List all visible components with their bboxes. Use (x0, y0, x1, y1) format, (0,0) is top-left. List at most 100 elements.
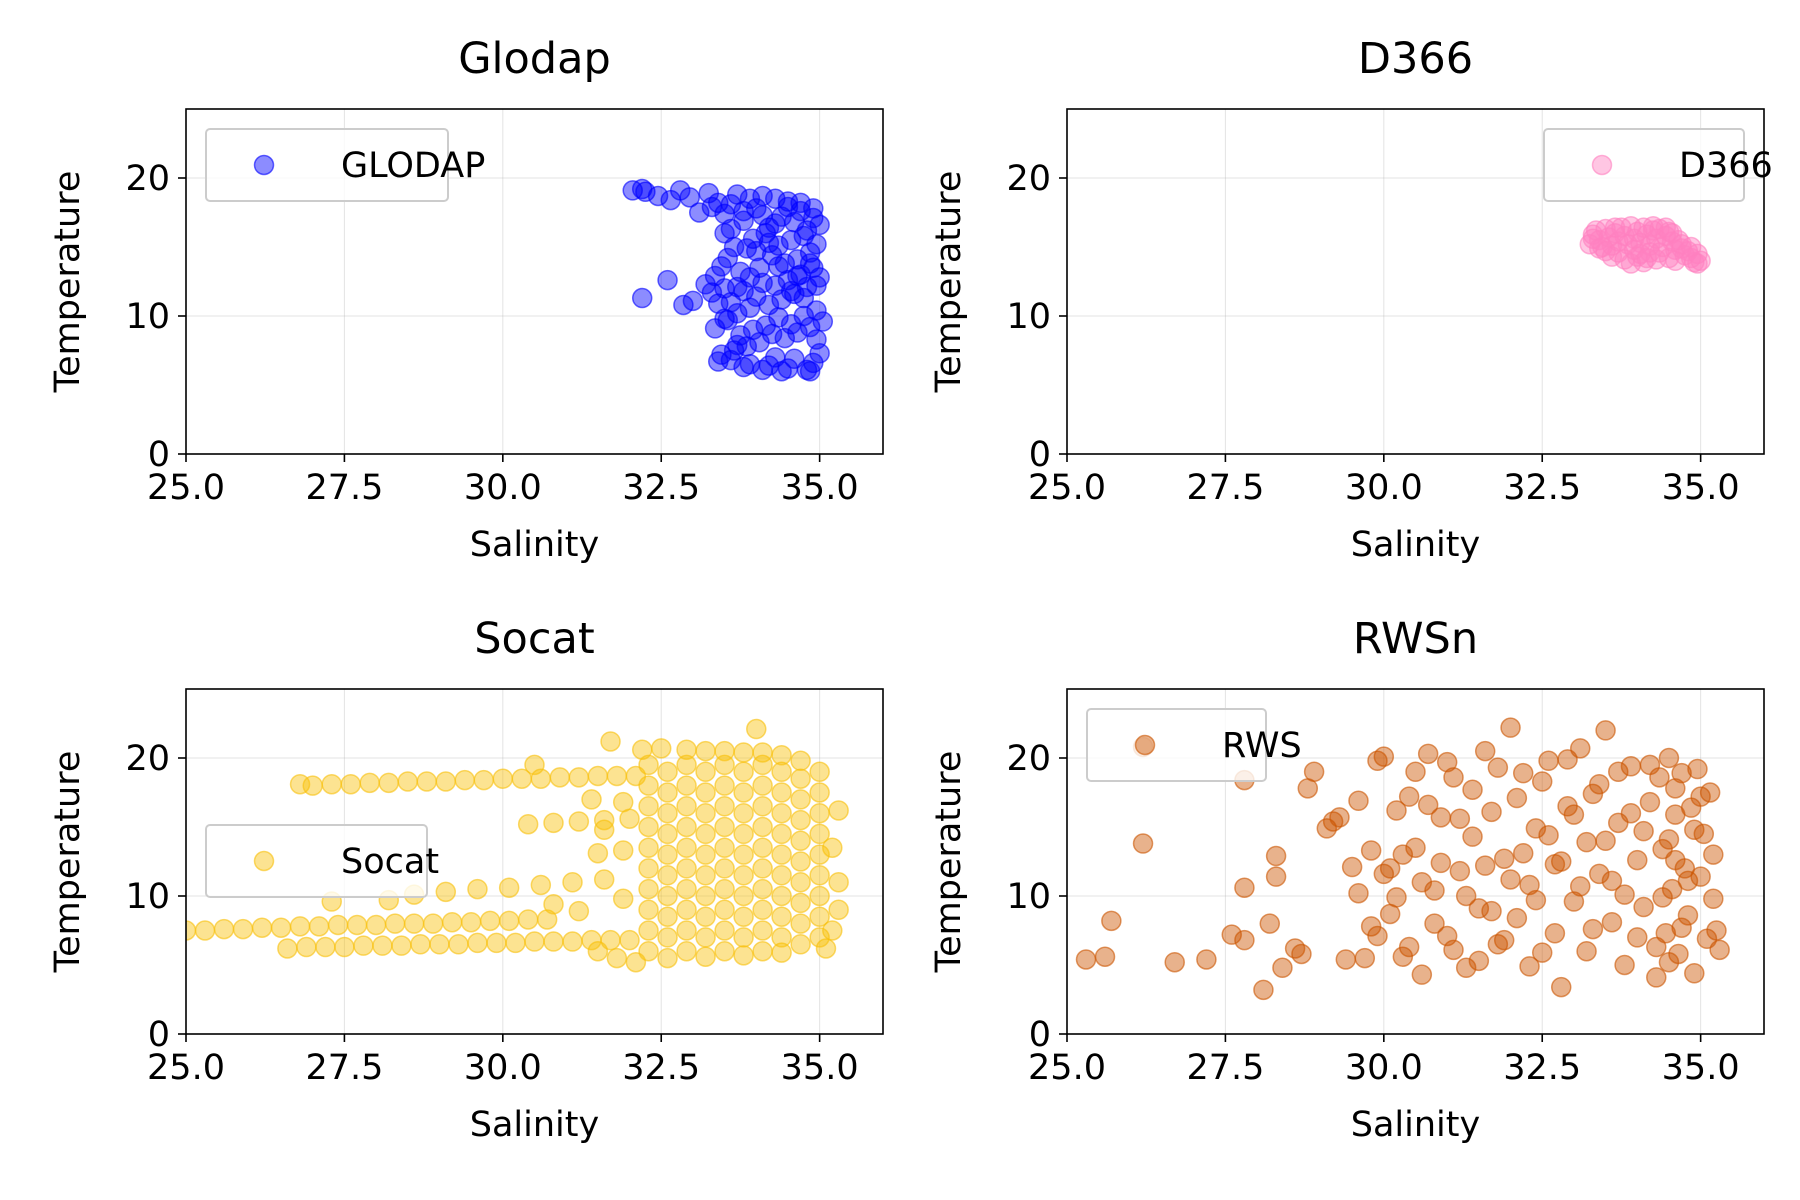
data-point (714, 920, 735, 941)
data-point (1449, 860, 1471, 882)
data-point (391, 935, 412, 956)
data-point (1468, 950, 1490, 972)
data-point (1512, 762, 1534, 784)
x-axis-label: Salinity (470, 525, 599, 565)
y-tick-label: 10 (125, 297, 170, 337)
data-point (1646, 967, 1667, 988)
data-point (340, 773, 361, 795)
data-point (809, 844, 830, 865)
x-axis-label: Salinity (1351, 1105, 1480, 1145)
legend-box (1543, 128, 1745, 202)
data-point (1620, 802, 1642, 824)
data-point (822, 837, 843, 858)
data-point (1595, 720, 1616, 741)
data-point (733, 356, 754, 378)
data-point (749, 331, 770, 353)
y-tick-label: 10 (125, 877, 170, 917)
subplot-3: 25.0 27.5 30.0 32.5 35.0 0 10 20 Socat Salinity Te… (48, 614, 884, 1145)
data-point (638, 878, 659, 900)
data-point (761, 245, 783, 266)
data-point (657, 761, 678, 783)
data-point (790, 809, 811, 831)
data-point (676, 858, 697, 879)
data-point (296, 936, 317, 958)
data-point (1601, 870, 1623, 892)
data-point (657, 823, 678, 845)
data-point (695, 823, 716, 845)
data-point (1449, 808, 1471, 829)
data-point (429, 934, 450, 955)
data-point (346, 914, 368, 936)
data-point (498, 910, 520, 932)
data-point (1455, 885, 1477, 907)
data-point (543, 894, 564, 915)
data-point (1094, 946, 1116, 967)
axes-frame (1066, 688, 1765, 1035)
y-tick-label: 20 (125, 159, 170, 199)
data-point (657, 844, 678, 865)
data-point (790, 934, 811, 955)
data-point (676, 899, 697, 921)
data-point (733, 823, 754, 845)
data-point (1265, 866, 1287, 887)
data-point (657, 906, 678, 927)
data-point (606, 765, 628, 787)
data-point (1392, 844, 1414, 865)
data-point (486, 932, 507, 954)
data-point (1633, 896, 1654, 918)
x-tick-label: 27.5 (1186, 1048, 1264, 1088)
data-point (1373, 863, 1395, 885)
data-point (1642, 216, 1664, 237)
legend-marker (253, 850, 275, 872)
data-point (790, 192, 811, 214)
data-point (733, 945, 754, 966)
data-point (479, 910, 501, 932)
data-point (1234, 877, 1255, 898)
data-point (524, 754, 545, 776)
data-point (1703, 888, 1724, 910)
legend: D366 (1543, 128, 1773, 202)
data-point (752, 899, 773, 921)
data-point (638, 775, 659, 796)
data-point (568, 811, 590, 832)
data-point (372, 935, 393, 956)
data-point (714, 878, 735, 900)
y-tick-label: 0 (148, 435, 170, 475)
data-point (1649, 242, 1670, 263)
data-point (327, 914, 349, 936)
y-axis-label: Temperature (48, 751, 88, 974)
data-point (1272, 957, 1293, 979)
data-point (714, 775, 735, 796)
data-point (809, 885, 830, 907)
data-point (1335, 949, 1357, 970)
data-point (1589, 863, 1610, 885)
x-tick-label: 30.0 (1345, 468, 1423, 508)
data-point (1468, 898, 1490, 919)
data-point (688, 202, 710, 223)
data-point (1531, 942, 1553, 963)
data-point (1417, 794, 1439, 816)
data-point (780, 229, 802, 251)
data-point (765, 213, 786, 234)
data-point (1424, 913, 1445, 934)
legend-marker (253, 154, 275, 176)
data-point (1411, 871, 1433, 893)
data-point (1462, 826, 1483, 847)
data-point (752, 920, 773, 941)
data-point (657, 782, 678, 803)
y-tick-label: 20 (1006, 739, 1051, 779)
data-point (790, 871, 811, 893)
x-tick-label: 35.0 (1662, 1048, 1740, 1088)
data-point (308, 916, 330, 937)
x-tick-label: 32.5 (1503, 468, 1581, 508)
data-point (799, 360, 821, 382)
data-point (1329, 807, 1350, 828)
data-point (1519, 874, 1540, 896)
data-point (1132, 833, 1154, 854)
x-tick-label: 30.0 (464, 468, 542, 508)
data-point (600, 731, 621, 752)
data-point (631, 287, 653, 309)
data-point (1493, 929, 1515, 951)
data-point (774, 327, 796, 349)
